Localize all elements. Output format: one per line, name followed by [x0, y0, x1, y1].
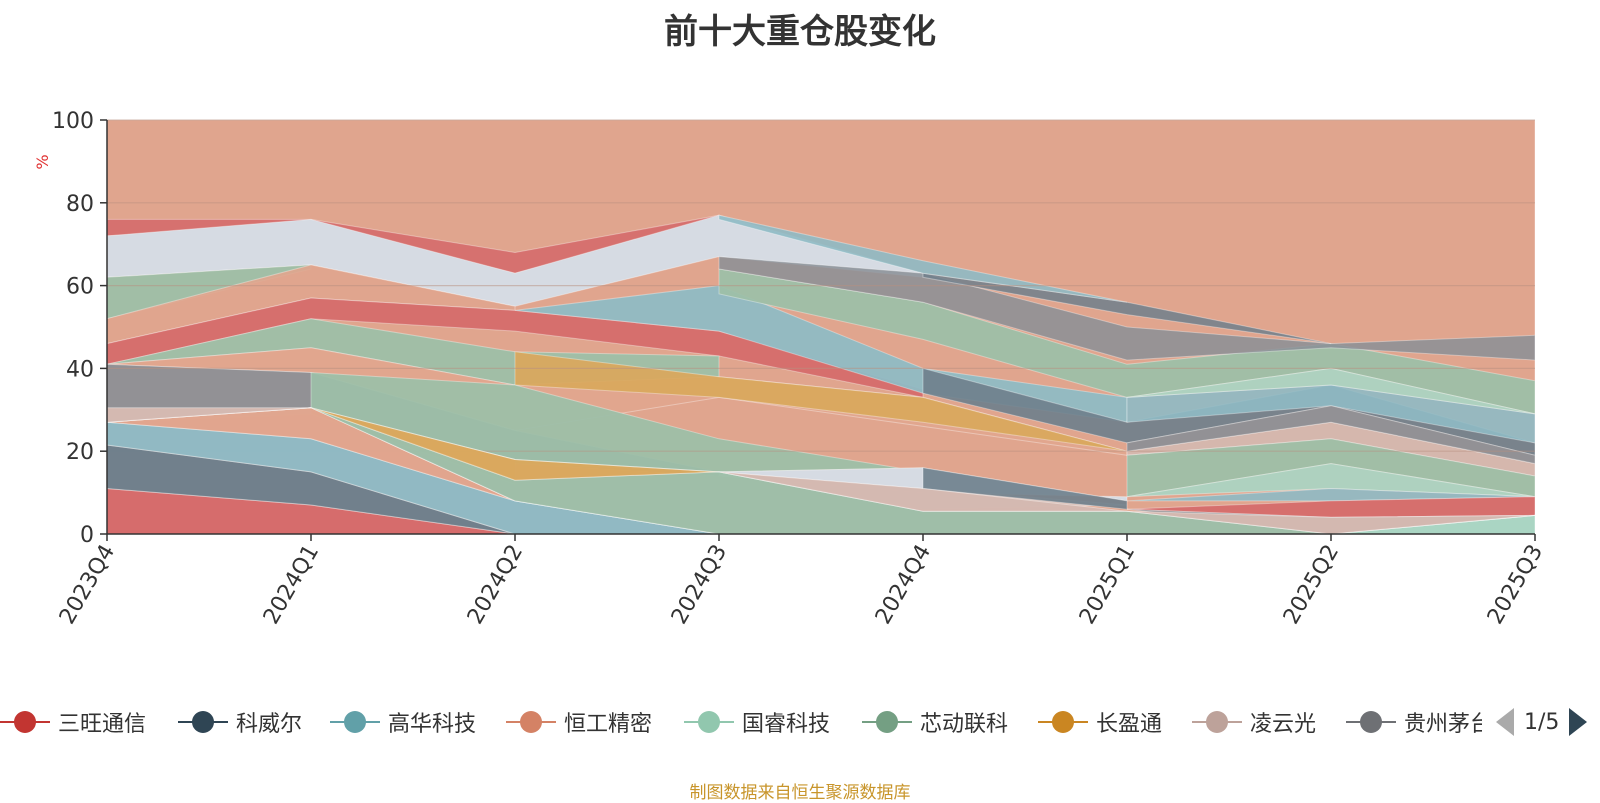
- legend-pager: 1/5: [1496, 700, 1588, 744]
- y-tick-label: 100: [52, 109, 94, 134]
- x-tick-label: 2024Q4: [871, 541, 936, 629]
- area-band-13: [514, 351, 1128, 452]
- x-tick-label: 2025Q1: [1075, 541, 1140, 629]
- area-band-28: [1126, 496, 1536, 518]
- area-bands: [106, 119, 1536, 535]
- legend-label: 科威尔: [236, 712, 303, 737]
- y-tick-label: 60: [66, 275, 94, 300]
- legend-item[interactable]: 凌云光: [1192, 700, 1316, 744]
- legend-scroll-area: 三旺通信 科威尔 高华科技 恒工精密 国睿科技 芯动联科 长盈通 凌云光 贵州茅台: [0, 700, 1482, 744]
- legend-item[interactable]: 芯动联科: [862, 700, 1008, 744]
- legend-marker-icon: [506, 700, 556, 744]
- legend-label: 长盈通: [1096, 712, 1163, 737]
- y-tick-label: 80: [66, 192, 94, 217]
- legend-label: 三旺通信: [58, 712, 147, 737]
- x-tick-label: 2024Q3: [667, 541, 732, 629]
- legend-next-page-button[interactable]: [1569, 708, 1588, 736]
- legend-item[interactable]: 长盈通: [1038, 700, 1162, 744]
- chart-title: 前十大重仓股变化: [664, 12, 936, 52]
- x-tick-label: 2024Q2: [463, 541, 528, 629]
- legend-item[interactable]: 贵州茅台: [1346, 700, 1482, 744]
- legend-marker-icon: [1038, 700, 1088, 744]
- x-tick-label: 2025Q2: [1279, 541, 1344, 629]
- legend-marker-icon: [1192, 700, 1242, 744]
- legend-label: 高华科技: [388, 712, 477, 737]
- legend-item[interactable]: 国睿科技: [684, 700, 830, 744]
- legend-page-indicator: 1/5: [1524, 709, 1560, 735]
- legend-label: 凌云光: [1250, 712, 1317, 737]
- area-band-8: [718, 256, 1536, 361]
- chart-canvas: 0 20 40 60 80 100 2023Q4 2024Q1 2024Q2 2024Q3 2024…: [33, 109, 1548, 629]
- legend-marker-icon: [178, 700, 228, 744]
- legend-label: 国睿科技: [742, 712, 831, 737]
- series-area-4: [106, 407, 1536, 535]
- y-tick-label: 20: [66, 440, 94, 465]
- legend-item[interactable]: 高华科技: [330, 700, 476, 744]
- legend-marker-icon: [330, 700, 380, 744]
- y-axis-label: %: [33, 154, 52, 169]
- y-tick-label: 0: [80, 523, 94, 548]
- legend-label: 恒工精密: [564, 712, 653, 737]
- series-area-7: [106, 407, 1536, 535]
- legend-marker-icon: [1346, 700, 1396, 744]
- legend-label: 芯动联科: [920, 712, 1009, 737]
- legend-marker-icon: [0, 700, 50, 744]
- area-band-10: [718, 214, 1128, 303]
- area-band-20: [1126, 367, 1536, 415]
- legend-item[interactable]: 三旺通信: [0, 700, 146, 744]
- legend-marker-icon: [862, 700, 912, 744]
- legend-marker-icon: [684, 700, 734, 744]
- area-band-30: [922, 467, 1128, 510]
- legend-item[interactable]: 科威尔: [178, 700, 302, 744]
- source-note: 制图数据来自恒生聚源数据库: [689, 783, 911, 803]
- y-tick-label: 40: [66, 357, 94, 382]
- legend-prev-page-button[interactable]: [1496, 708, 1514, 736]
- legend-label: 贵州茅台: [1404, 712, 1482, 737]
- legend: 三旺通信 科威尔 高华科技 恒工精密 国睿科技 芯动联科 长盈通 凌云光 贵州茅台: [0, 700, 1600, 744]
- legend-item[interactable]: 恒工精密: [506, 700, 652, 744]
- x-tick-label: 2025Q3: [1483, 541, 1548, 629]
- x-tick-label: 2024Q1: [259, 541, 324, 629]
- x-tick-label: 2023Q4: [55, 541, 120, 629]
